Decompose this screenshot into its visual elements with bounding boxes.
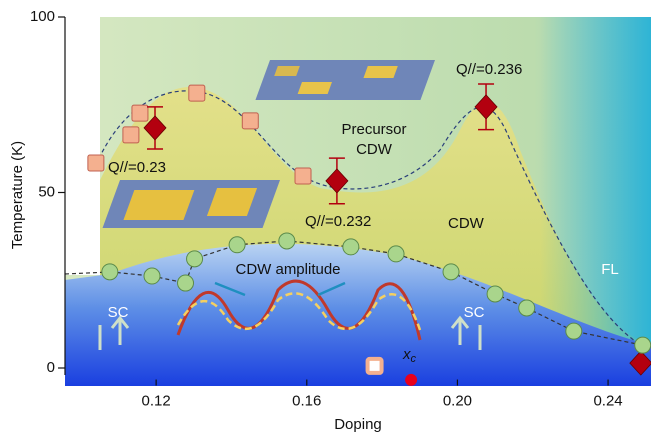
x-tick-label: 0.12 <box>142 393 171 410</box>
onset-square <box>242 113 258 129</box>
amplitude-circle <box>519 300 535 316</box>
onset-square <box>88 155 104 171</box>
annotation: Q//=0.23 <box>108 159 166 176</box>
amplitude-circle <box>487 286 503 302</box>
amplitude-circle <box>187 251 203 267</box>
amplitude-circle <box>102 264 118 280</box>
x-tick-label: 0.24 <box>593 393 622 410</box>
xc-dot <box>405 374 417 386</box>
annotation: Precursor <box>341 121 406 138</box>
amplitude-circle <box>144 268 160 284</box>
x-axis-label: Doping <box>334 416 382 433</box>
background <box>65 17 651 386</box>
annotation: CDW <box>356 141 393 158</box>
onset-square <box>189 85 205 101</box>
onset-square <box>123 127 139 143</box>
amplitude-circle <box>635 337 651 353</box>
amplitude-circle <box>443 264 459 280</box>
annotation: Q//=0.232 <box>305 213 371 230</box>
amplitude-circle <box>388 246 404 262</box>
xc-sub: c <box>411 353 417 365</box>
annotation: CDW amplitude <box>235 261 340 278</box>
onset-square <box>132 105 148 121</box>
xc-square <box>368 359 382 373</box>
y-axis-label: Temperature (K) <box>9 141 26 249</box>
amplitude-circle <box>343 239 359 255</box>
x-tick-label: 0.16 <box>292 393 321 410</box>
amplitude-circle <box>229 237 245 253</box>
annotation: SC <box>108 304 129 321</box>
y-tick-label: 100 <box>30 8 55 25</box>
chart: Temperature (K) Doping 0 50 100 0.12 0.16 0.2… <box>0 0 651 437</box>
amplitude-circle <box>279 233 295 249</box>
annotation: FL <box>601 261 619 278</box>
page: Temperature (K) Doping 0 50 100 0.12 0.16 0.2… <box>0 0 651 437</box>
amplitude-circle <box>178 275 194 291</box>
y-tick-label: 0 <box>47 359 55 376</box>
onset-square <box>295 168 311 184</box>
amplitude-circle <box>566 323 582 339</box>
annotation: SC <box>464 304 485 321</box>
annotation: Q//=0.236 <box>456 61 522 78</box>
y-tick-label: 50 <box>38 183 55 200</box>
x-tick-label: 0.20 <box>443 393 472 410</box>
annotation: CDW <box>448 215 485 232</box>
